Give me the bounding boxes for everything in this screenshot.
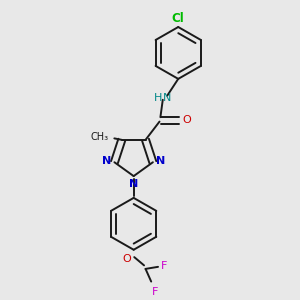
Text: F: F (161, 261, 167, 271)
Text: H: H (154, 93, 162, 103)
Text: N: N (129, 179, 138, 189)
Text: N: N (163, 93, 171, 103)
Text: O: O (183, 115, 191, 125)
Text: F: F (152, 286, 158, 297)
Text: Cl: Cl (172, 12, 184, 25)
Text: O: O (122, 254, 131, 264)
Text: N: N (102, 156, 112, 166)
Text: CH₃: CH₃ (90, 133, 108, 142)
Text: N: N (156, 156, 165, 166)
